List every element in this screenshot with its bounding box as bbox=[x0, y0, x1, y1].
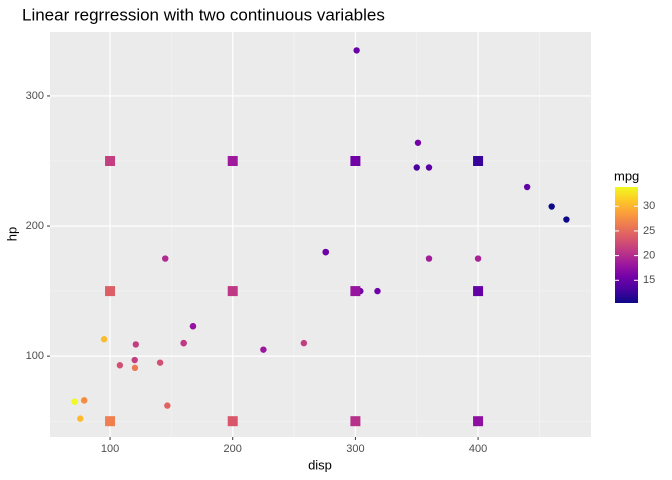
prediction-square bbox=[105, 155, 116, 166]
y-tick-label: 200 bbox=[26, 220, 44, 232]
point bbox=[474, 255, 482, 262]
legend-label: 25 bbox=[643, 225, 655, 237]
point bbox=[260, 346, 267, 353]
point bbox=[425, 255, 433, 262]
point bbox=[81, 397, 88, 404]
y-tick-label: 300 bbox=[26, 90, 44, 102]
prediction-square bbox=[105, 286, 116, 297]
point bbox=[322, 248, 329, 256]
point bbox=[353, 47, 360, 54]
point bbox=[563, 216, 570, 223]
point bbox=[523, 183, 531, 191]
point bbox=[425, 164, 433, 171]
point bbox=[132, 341, 140, 348]
prediction-square bbox=[105, 416, 116, 427]
point bbox=[164, 402, 171, 409]
y-tick-label: 100 bbox=[26, 350, 44, 362]
prediction-square bbox=[227, 155, 238, 166]
legend-label: 20 bbox=[643, 250, 655, 262]
point bbox=[131, 364, 139, 372]
x-tick-label: 100 bbox=[101, 443, 119, 455]
point bbox=[100, 336, 108, 343]
x-tick-label: 400 bbox=[469, 443, 487, 455]
point bbox=[414, 139, 422, 146]
prediction-square bbox=[473, 155, 484, 166]
x-axis-label: disp bbox=[308, 457, 332, 472]
point bbox=[162, 255, 169, 262]
point bbox=[189, 323, 197, 330]
prediction-square bbox=[227, 416, 238, 427]
legend-title: mpg bbox=[614, 168, 639, 183]
point bbox=[300, 339, 308, 347]
y-axis-label: hp bbox=[4, 227, 19, 241]
legend-label: 15 bbox=[643, 274, 655, 286]
prediction-square bbox=[350, 416, 361, 427]
colorbar bbox=[615, 187, 638, 303]
point bbox=[374, 287, 381, 295]
prediction-square bbox=[350, 286, 361, 297]
prediction-square bbox=[473, 416, 484, 427]
prediction-square bbox=[227, 286, 238, 297]
chart-title: Linear regrression with two continuous v… bbox=[22, 5, 385, 24]
x-tick-label: 300 bbox=[346, 443, 364, 455]
point bbox=[548, 203, 555, 210]
point bbox=[116, 362, 124, 369]
legend-label: 30 bbox=[643, 200, 655, 212]
point bbox=[180, 339, 187, 347]
point bbox=[156, 359, 164, 366]
prediction-square bbox=[473, 286, 484, 297]
panel bbox=[50, 32, 591, 437]
point bbox=[413, 164, 420, 171]
prediction-square bbox=[350, 155, 361, 166]
x-tick-label: 200 bbox=[224, 443, 242, 455]
point bbox=[131, 356, 138, 364]
point bbox=[77, 415, 84, 422]
point bbox=[71, 398, 78, 405]
